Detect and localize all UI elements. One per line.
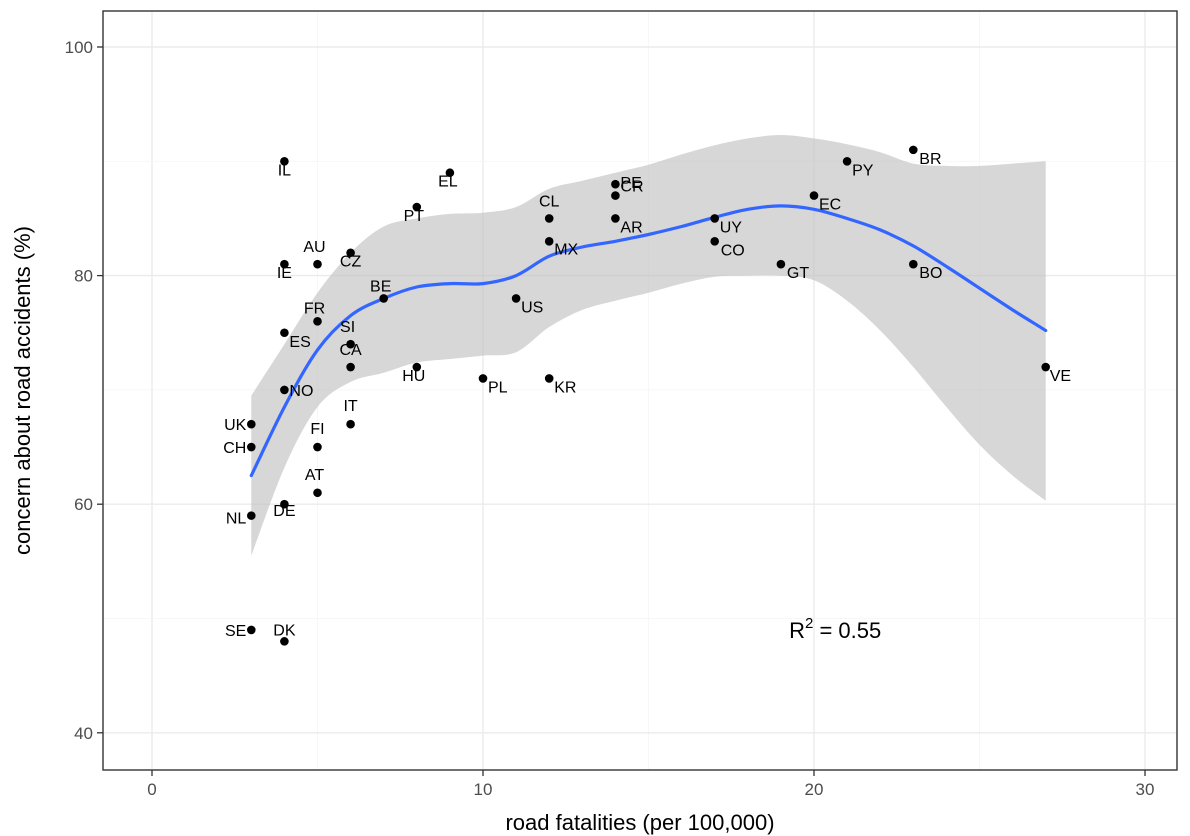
- confidence-band-area: [251, 135, 1046, 556]
- data-point-mx: [544, 237, 554, 246]
- confidence-band: [251, 135, 1046, 556]
- point-label-nl: NL: [226, 511, 247, 528]
- point-label-ec: EC: [819, 197, 841, 214]
- point-labels: IL EL PT AU IE CZ BE FR ES SI CA HU NO IT UK FI CH AT DE NL…: [223, 151, 1071, 640]
- point-label-cl: CL: [539, 193, 560, 210]
- x-tick-label: 30: [1136, 780, 1155, 799]
- point-label-cr: CR: [620, 179, 643, 196]
- data-point-ec: [809, 191, 819, 200]
- r-squared-sup: 2: [805, 615, 813, 632]
- point-label-mx: MX: [554, 241, 578, 258]
- y-tick-label: 80: [74, 267, 93, 286]
- data-point-cz: [346, 248, 355, 258]
- data-point-ie: [280, 259, 289, 269]
- x-tick-label: 10: [474, 780, 493, 799]
- data-point-us: [511, 294, 521, 303]
- data-point-hu: [412, 362, 422, 372]
- data-point-ve: [1041, 362, 1050, 372]
- data-points: [247, 145, 1050, 646]
- point-label-il: IL: [278, 162, 291, 179]
- data-point-ca: [346, 362, 355, 372]
- point-label-se: SE: [225, 623, 246, 640]
- point-label-uk: UK: [224, 417, 247, 434]
- data-point-it: [346, 419, 355, 429]
- data-point-au: [313, 259, 322, 269]
- point-label-py: PY: [852, 162, 874, 179]
- point-label-de: DE: [273, 503, 295, 520]
- point-label-hu: HU: [402, 368, 425, 385]
- data-point-si: [346, 339, 355, 349]
- point-label-at: AT: [305, 467, 324, 484]
- data-point-no: [280, 385, 289, 395]
- point-label-no: NO: [289, 383, 313, 400]
- point-label-fr: FR: [304, 300, 325, 317]
- point-label-au: AU: [303, 239, 325, 256]
- point-label-gt: GT: [787, 265, 809, 282]
- point-label-ie: IE: [277, 265, 292, 282]
- point-label-ve: VE: [1050, 368, 1071, 385]
- data-point-nl: [247, 511, 256, 520]
- point-label-dk: DK: [273, 622, 296, 639]
- point-label-es: ES: [289, 334, 310, 351]
- point-label-el: EL: [438, 174, 458, 191]
- point-label-co: CO: [721, 242, 745, 259]
- point-label-be: BE: [370, 278, 391, 295]
- r-squared-value: = 0.55: [813, 618, 881, 643]
- data-point-de: [280, 499, 289, 509]
- data-point-py: [842, 157, 852, 166]
- data-point-el: [445, 168, 455, 178]
- point-label-it: IT: [343, 398, 357, 415]
- data-point-gt: [776, 259, 786, 269]
- data-point-kr: [544, 374, 554, 383]
- data-point-ar: [611, 214, 620, 223]
- point-label-pt: PT: [404, 208, 425, 225]
- r-squared-annotation: R2 = 0.55: [789, 615, 881, 643]
- data-point-fr: [313, 317, 322, 326]
- data-point-es: [280, 328, 289, 338]
- data-point-fi: [313, 442, 322, 452]
- point-label-cz: CZ: [340, 254, 362, 271]
- point-label-bo: BO: [919, 265, 942, 282]
- point-label-si: SI: [340, 319, 355, 336]
- panel-border: [102, 10, 1178, 771]
- data-point-pl: [478, 374, 488, 383]
- y-tick-label: 100: [65, 38, 93, 57]
- data-point-cr: [611, 191, 620, 200]
- y-axis-title: concern about road accidents (%): [10, 226, 35, 555]
- point-label-ca: CA: [339, 342, 362, 359]
- point-label-fi: FI: [310, 421, 324, 438]
- data-point-pt: [412, 202, 422, 212]
- point-label-ch: CH: [223, 440, 246, 457]
- point-label-pl: PL: [488, 379, 508, 396]
- point-label-us: US: [521, 299, 543, 316]
- axes: 0 10 20 30 40 60 80 100: [65, 38, 1155, 799]
- data-point-pe: [611, 179, 620, 189]
- point-label-uy: UY: [720, 219, 743, 236]
- x-tick-label: 20: [805, 780, 824, 799]
- data-point-be: [379, 294, 389, 303]
- data-point-dk: [280, 637, 289, 646]
- x-tick-label: 0: [147, 780, 156, 799]
- point-label-br: BR: [919, 151, 941, 168]
- y-tick-label: 40: [74, 724, 93, 743]
- data-point-ch: [247, 442, 256, 452]
- r-squared-base: R: [789, 618, 805, 643]
- data-point-il: [280, 157, 289, 166]
- data-point-cl: [544, 214, 554, 223]
- data-point-uk: [247, 419, 256, 429]
- y-tick-label: 60: [74, 495, 93, 514]
- data-point-br: [909, 145, 918, 155]
- data-point-se: [247, 625, 256, 635]
- x-axis-title: road fatalities (per 100,000): [505, 810, 774, 835]
- point-label-kr: KR: [554, 379, 576, 396]
- point-label-pe: PE: [620, 175, 641, 192]
- data-point-bo: [909, 259, 918, 269]
- point-label-ar: AR: [620, 219, 642, 236]
- data-point-co: [710, 237, 719, 246]
- data-point-uy: [710, 214, 719, 223]
- data-point-at: [313, 488, 322, 498]
